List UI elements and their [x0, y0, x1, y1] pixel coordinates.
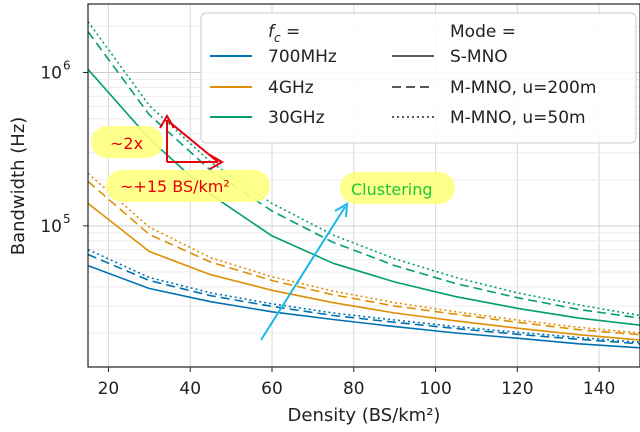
- x-tick-label: 140: [583, 379, 615, 399]
- legend-mode-title: Mode =: [450, 22, 516, 42]
- series-line-700mhz-m-mno-u-200m: [87, 253, 640, 345]
- x-tick-label: 80: [343, 379, 365, 399]
- legend-fc-title-suffix: =: [281, 22, 301, 42]
- series-line-30ghz-m-mno-u-50m: [87, 21, 640, 317]
- legend-mode-entries: S-MNO M-MNO, u=200m M-MNO, u=50m: [392, 47, 596, 128]
- clustering-arrow-shaft: [260, 206, 346, 341]
- y-tick-label: 10: [40, 64, 62, 84]
- legend-fc-title-sub: c: [274, 31, 281, 45]
- x-tick-label: 20: [98, 379, 120, 399]
- legend-fc-title-f: f: [268, 22, 277, 42]
- legend-fc-label: 700MHz: [268, 47, 337, 67]
- annotations: ~2x ~+15 BS/km² Clustering: [91, 114, 455, 341]
- legend-fc-entries: 700MHz 4GHz 30GHz: [210, 47, 337, 128]
- series-line-30ghz-s-mno: [87, 68, 640, 326]
- legend-fc-label: 4GHz: [268, 78, 314, 98]
- legend-mode-label: M-MNO, u=50m: [450, 108, 586, 128]
- annotation-bs-highlight: [106, 170, 270, 202]
- red-arrow-diagonal: [166, 119, 219, 163]
- series-line-700mhz-s-mno: [87, 264, 640, 349]
- legend-mode-label: S-MNO: [450, 47, 508, 67]
- series-lines: [87, 21, 640, 349]
- x-tick-label: 40: [179, 379, 201, 399]
- series-line-4ghz-m-mno-u-50m: [87, 172, 640, 334]
- y-tick-exponent: 6: [63, 59, 71, 73]
- x-tick-label: 120: [501, 379, 533, 399]
- y-tick-exponent: 5: [63, 212, 71, 226]
- annotation-clustering: Clustering: [351, 180, 433, 199]
- x-tick-label: 60: [261, 379, 283, 399]
- x-tick-label: 100: [419, 379, 451, 399]
- clustering-arrow: [260, 202, 349, 341]
- y-tick-label: 10: [40, 217, 62, 237]
- series-line-30ghz-m-mno-u-200m: [87, 31, 640, 319]
- red-arrow-right-head: [209, 154, 224, 170]
- series-line-4ghz-m-mno-u-200m: [87, 180, 640, 336]
- annotation-2x-highlight: [91, 126, 163, 158]
- annotation-clustering-highlight: [340, 172, 455, 204]
- legend: fc = Mode = 700MHz 4GHz 30GHz S-MNO M-MNO, …: [200, 12, 637, 144]
- series-line-700mhz-m-mno-u-50m: [87, 248, 640, 344]
- legend-mode-label: M-MNO, u=200m: [450, 78, 596, 98]
- legend-fc-title: fc =: [268, 22, 300, 45]
- annotation-bs: ~+15 BS/km²: [120, 177, 230, 196]
- annotation-2x: ~2x: [110, 134, 143, 153]
- y-axis-label: Bandwidth (Hz): [8, 117, 29, 256]
- legend-box: [200, 12, 637, 144]
- clustering-arrow-head: [334, 202, 349, 218]
- plot-frame: [87, 3, 640, 368]
- series-line-4ghz-s-mno: [87, 202, 640, 341]
- x-axis-label: Density (BS/km²): [288, 405, 441, 426]
- legend-fc-label: 30GHz: [268, 108, 325, 128]
- red-arrows: [159, 114, 224, 170]
